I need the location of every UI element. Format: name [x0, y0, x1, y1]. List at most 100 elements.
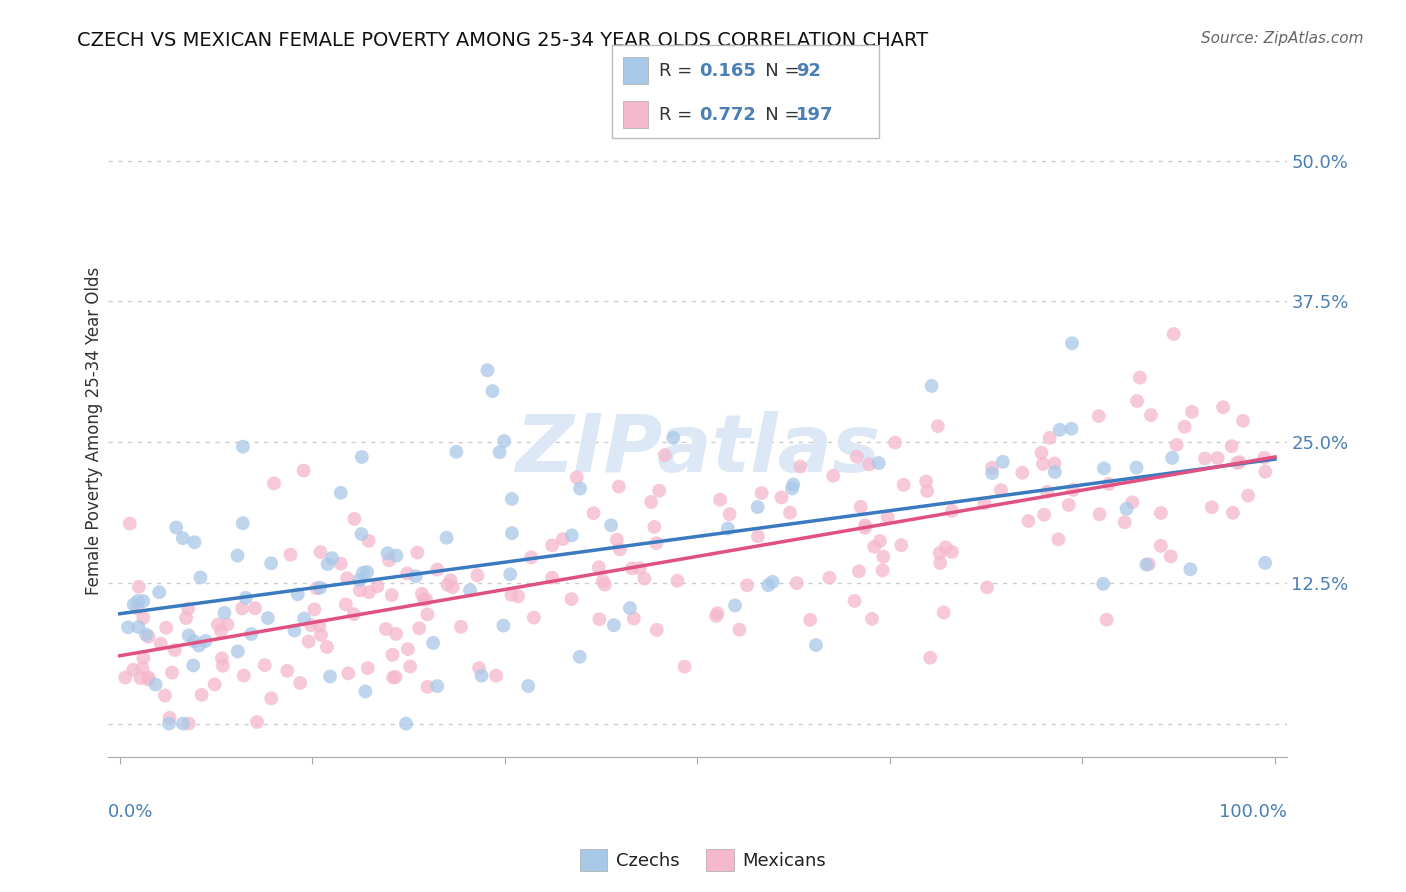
Point [844, 594, 866, 608]
Point [280, 548, 302, 562]
Point [1098, 476, 1121, 491]
Point [872, 549, 894, 564]
Point [990, 483, 1012, 498]
Point [181, 658, 204, 673]
Point [1088, 508, 1111, 522]
Point [287, 587, 309, 601]
Point [728, 623, 751, 637]
Point [551, 532, 574, 546]
Point [128, 620, 150, 634]
Point [747, 500, 769, 514]
Point [337, 666, 360, 681]
Point [226, 644, 249, 658]
Point [718, 507, 741, 521]
Point [600, 518, 623, 533]
Point [298, 634, 321, 648]
Point [416, 607, 439, 622]
Point [541, 571, 564, 585]
Point [477, 363, 499, 377]
Point [309, 628, 332, 642]
Point [609, 542, 631, 557]
Point [122, 598, 145, 612]
Point [915, 484, 938, 499]
Point [494, 434, 516, 448]
Point [135, 628, 157, 642]
Point [654, 448, 676, 462]
Point [932, 606, 955, 620]
Point [329, 486, 352, 500]
Point [304, 602, 326, 616]
Point [395, 716, 418, 731]
Point [1194, 451, 1216, 466]
Text: ZIPatlas: ZIPatlas [515, 411, 880, 490]
Point [1150, 539, 1173, 553]
Point [1047, 533, 1070, 547]
Point [1062, 483, 1084, 497]
Point [1254, 465, 1277, 479]
Point [621, 561, 644, 575]
Point [1150, 506, 1173, 520]
Point [336, 571, 359, 585]
Point [357, 661, 380, 675]
Point [645, 623, 668, 637]
Point [309, 545, 332, 559]
Point [619, 601, 641, 615]
Point [782, 477, 804, 491]
Point [207, 617, 229, 632]
Point [717, 522, 740, 536]
Point [138, 670, 160, 684]
Point [501, 491, 523, 506]
Point [673, 659, 696, 673]
Point [145, 677, 167, 691]
Legend: Czechs, Mexicans: Czechs, Mexicans [572, 842, 834, 879]
Point [568, 649, 591, 664]
Point [117, 620, 139, 634]
Point [1043, 465, 1066, 479]
Point [890, 538, 912, 552]
Point [260, 691, 283, 706]
Point [190, 688, 212, 702]
Point [299, 618, 322, 632]
Point [118, 516, 141, 531]
Point [316, 557, 339, 571]
Point [436, 578, 458, 592]
Point [232, 440, 254, 454]
Point [921, 379, 943, 393]
Point [1220, 439, 1243, 453]
Point [869, 533, 891, 548]
Text: Source: ZipAtlas.com: Source: ZipAtlas.com [1201, 31, 1364, 46]
Point [163, 643, 186, 657]
Point [292, 464, 315, 478]
Point [499, 567, 522, 582]
Point [1032, 457, 1054, 471]
Point [1163, 326, 1185, 341]
Point [308, 618, 330, 632]
Text: 197: 197 [796, 106, 834, 124]
Point [560, 592, 582, 607]
Text: 0.165: 0.165 [699, 62, 755, 79]
Point [779, 506, 801, 520]
Point [405, 569, 427, 583]
Point [976, 580, 998, 594]
Point [174, 611, 197, 625]
Point [973, 496, 995, 510]
Point [450, 620, 472, 634]
Point [132, 594, 155, 608]
Point [240, 627, 263, 641]
Point [592, 574, 614, 588]
Text: R =: R = [659, 106, 699, 124]
Point [1161, 450, 1184, 465]
Point [666, 574, 689, 588]
Point [1092, 577, 1115, 591]
Point [416, 680, 439, 694]
Point [1039, 431, 1062, 445]
Point [235, 591, 257, 605]
Point [593, 577, 616, 591]
Point [319, 669, 342, 683]
Point [818, 571, 841, 585]
Point [1201, 500, 1223, 515]
Point [396, 642, 419, 657]
Point [761, 574, 783, 589]
Point [155, 621, 177, 635]
Point [138, 630, 160, 644]
